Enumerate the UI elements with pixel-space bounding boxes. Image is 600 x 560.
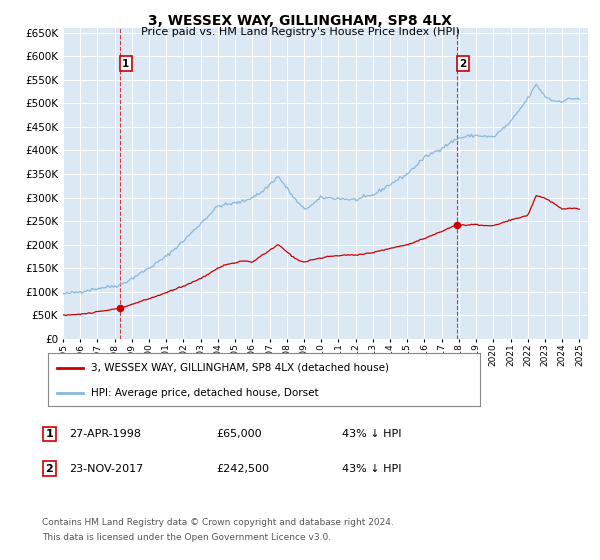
Text: HPI: Average price, detached house, Dorset: HPI: Average price, detached house, Dors… (91, 388, 319, 398)
Text: 43% ↓ HPI: 43% ↓ HPI (342, 429, 401, 439)
Text: This data is licensed under the Open Government Licence v3.0.: This data is licensed under the Open Gov… (42, 533, 331, 542)
Text: 23-NOV-2017: 23-NOV-2017 (69, 464, 143, 474)
Text: Price paid vs. HM Land Registry's House Price Index (HPI): Price paid vs. HM Land Registry's House … (140, 27, 460, 37)
Text: 2: 2 (46, 464, 53, 474)
Text: Contains HM Land Registry data © Crown copyright and database right 2024.: Contains HM Land Registry data © Crown c… (42, 518, 394, 527)
Text: £65,000: £65,000 (216, 429, 262, 439)
Text: 2: 2 (460, 59, 467, 69)
Text: 43% ↓ HPI: 43% ↓ HPI (342, 464, 401, 474)
Text: £242,500: £242,500 (216, 464, 269, 474)
Text: 1: 1 (46, 429, 53, 439)
Text: 27-APR-1998: 27-APR-1998 (69, 429, 141, 439)
Text: 3, WESSEX WAY, GILLINGHAM, SP8 4LX: 3, WESSEX WAY, GILLINGHAM, SP8 4LX (148, 14, 452, 28)
Text: 1: 1 (122, 59, 130, 69)
Text: 3, WESSEX WAY, GILLINGHAM, SP8 4LX (detached house): 3, WESSEX WAY, GILLINGHAM, SP8 4LX (deta… (91, 363, 389, 373)
